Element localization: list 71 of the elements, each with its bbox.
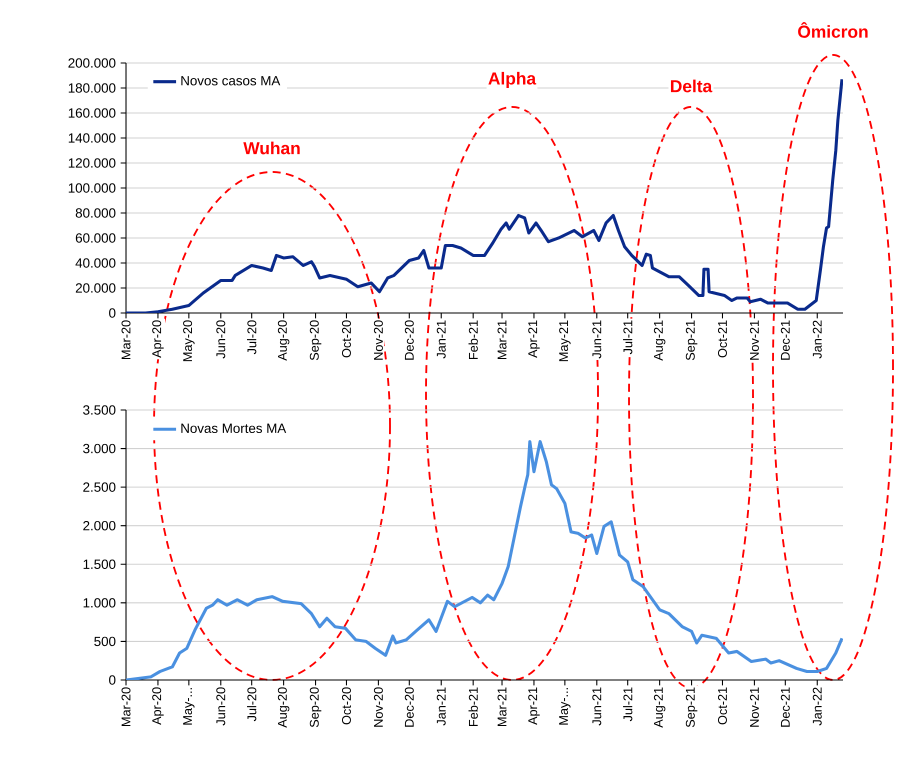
y-tick-label: 0 (109, 308, 116, 318)
x-tick-label: Mar-20 (122, 687, 130, 726)
x-tick-label: Jan-22 (812, 320, 822, 358)
x-tick-label: Aug-20 (278, 687, 290, 728)
x-tick-label: Nov-20 (374, 320, 383, 360)
y-tick-label: 3.500 (83, 405, 116, 415)
annotation: Delta (670, 80, 712, 92)
x-tick-label: May-21 (559, 320, 571, 362)
x-tick-label: Sep-21 (686, 320, 698, 360)
text: Ômicron (798, 22, 868, 38)
y-tick-label: 180.000 (68, 83, 116, 93)
x-tick-label: May-20 (183, 320, 195, 362)
x-tick-label: May-... (559, 688, 571, 725)
x-tick-label: Oct-21 (718, 688, 727, 724)
x-tick-label: Dec-21 (780, 320, 790, 360)
x-tick-label: Jun-21 (592, 320, 602, 358)
x-tick-label: Sep-21 (686, 688, 698, 728)
y-tick-label: 20.000 (76, 283, 116, 293)
x-tick-label: Dec-20 (404, 320, 414, 360)
x-tick-label: Apr-21 (528, 320, 540, 358)
x-tick-label: May-... (183, 688, 195, 725)
x-tick-label: Nov-21 (750, 688, 759, 727)
x-tick-label: Feb-21 (468, 688, 478, 726)
y-tick-label: 500 (94, 636, 116, 646)
y-tick-label: 0 (109, 675, 116, 685)
x-tick-label: Jun-21 (592, 688, 602, 726)
x-tick-label: Sep-20 (310, 320, 322, 360)
x-tick-label: Oct-20 (342, 687, 351, 724)
x-tick-label: Oct-20 (342, 320, 351, 358)
y-tick-label: 2.500 (83, 482, 116, 492)
y-tick-label: 100.000 (68, 183, 116, 193)
y-tick-label: 80.000 (76, 208, 116, 218)
y-tick-label: 60.000 (76, 233, 116, 243)
y-tick-label: 3.000 (83, 444, 116, 454)
x-tick-label: Jan-22 (812, 688, 822, 726)
x-tick-label: Apr-21 (528, 688, 540, 725)
x-tick-label: Jan-21 (436, 688, 446, 726)
annotation: Wuhan (243, 142, 300, 154)
x-tick-label: Nov-21 (750, 320, 759, 360)
x-tick-label: Jan-21 (436, 320, 446, 358)
x-tick-label: Mar-21 (498, 688, 507, 726)
x-tick-label: Aug-21 (654, 688, 666, 728)
y-tick-label: 40.000 (75, 258, 116, 268)
x-tick-label: Apr-20 (152, 687, 164, 725)
legend-label: Novos casos MA (181, 76, 280, 86)
x-tick-label: Jun-20 (216, 320, 226, 358)
y-tick-label: 1.000 (84, 598, 116, 608)
x-tick-label: Nov-20 (374, 687, 383, 727)
x-tick-label: Jul-21 (623, 688, 632, 722)
x-tick-label: Jul-21 (623, 320, 632, 354)
x-tick-label: Jul-20 (247, 320, 256, 354)
x-tick-label: Feb-21 (468, 320, 478, 360)
x-tick-label: Jun-20 (216, 687, 226, 726)
legend-label: Novas Mortes MA (181, 424, 286, 433)
x-tick-label: Jul-20 (247, 687, 256, 722)
y-tick-label: 160.000 (68, 108, 116, 118)
x-tick-label: Sep-20 (310, 687, 322, 728)
y-tick-label: 1.500 (84, 560, 116, 569)
x-tick-label: Aug-20 (278, 320, 290, 361)
x-tick-label: Mar-20 (122, 320, 130, 359)
y-tick-label: 200.000 (68, 58, 116, 68)
annotation: Alpha (488, 72, 536, 88)
x-tick-label: Aug-21 (654, 320, 666, 361)
y-tick-label: 120.000 (68, 158, 116, 168)
x-tick-label: Dec-20 (404, 687, 414, 727)
x-tick-label: Mar-21 (498, 320, 507, 359)
x-tick-label: Dec-21 (780, 688, 790, 727)
x-tick-label: Apr-20 (152, 320, 164, 358)
x-tick-label: Oct-21 (718, 320, 727, 358)
y-tick-label: 140.000 (68, 133, 116, 143)
y-tick-label: 2.000 (83, 520, 116, 530)
